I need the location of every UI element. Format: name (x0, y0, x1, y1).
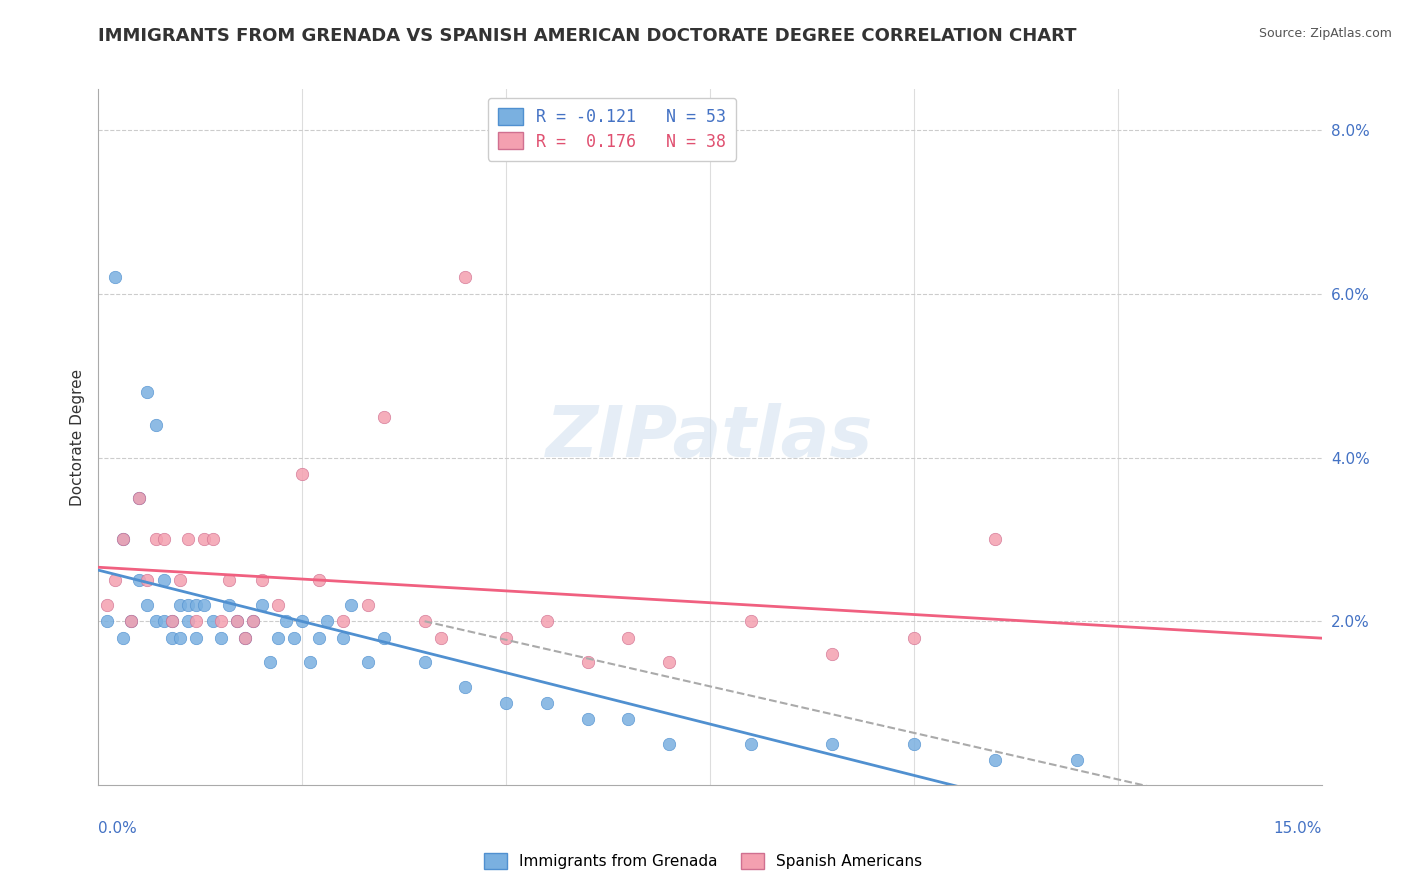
Point (821, 647, 844, 661)
Point (201, 533, 224, 547)
Point (332, 631, 354, 645)
Point (193, 533, 215, 547)
Point (209, 614, 232, 628)
Point (169, 598, 191, 612)
Point (267, 598, 290, 612)
Point (136, 598, 159, 612)
Point (104, 574, 127, 588)
Point (1066, 753, 1088, 767)
Point (128, 574, 150, 588)
Point (454, 680, 477, 694)
Text: 15.0%: 15.0% (1274, 821, 1322, 836)
Point (145, 533, 167, 547)
Point (152, 614, 174, 628)
Point (454, 270, 477, 285)
Point (169, 574, 191, 588)
Point (536, 614, 558, 628)
Point (332, 614, 354, 628)
Point (193, 598, 215, 612)
Point (617, 631, 640, 645)
Point (120, 614, 142, 628)
Point (250, 598, 273, 612)
Point (259, 655, 281, 669)
Point (658, 737, 681, 751)
Point (136, 385, 159, 400)
Point (111, 533, 134, 547)
Point (413, 655, 436, 669)
Point (104, 270, 127, 285)
Point (576, 713, 599, 727)
Text: Source: ZipAtlas.com: Source: ZipAtlas.com (1258, 27, 1392, 40)
Point (373, 631, 395, 645)
Point (186, 631, 208, 645)
Point (984, 753, 1007, 767)
Legend: R = -0.121   N = 53, R =  0.176   N = 38: R = -0.121 N = 53, R = 0.176 N = 38 (488, 97, 737, 161)
Point (152, 574, 174, 588)
Y-axis label: Doctorate Degree: Doctorate Degree (69, 368, 84, 506)
Point (308, 574, 330, 588)
Point (299, 655, 322, 669)
Point (356, 655, 378, 669)
Legend: Immigrants from Grenada, Spanish Americans: Immigrants from Grenada, Spanish America… (478, 847, 928, 875)
Point (226, 614, 249, 628)
Point (160, 614, 183, 628)
Point (177, 614, 200, 628)
Point (903, 631, 925, 645)
Text: ZIPatlas: ZIPatlas (547, 402, 873, 472)
Point (242, 614, 264, 628)
Point (152, 533, 174, 547)
Point (495, 696, 517, 710)
Point (430, 631, 453, 645)
Point (136, 574, 159, 588)
Point (177, 533, 200, 547)
Point (576, 655, 599, 669)
Point (242, 614, 264, 628)
Point (186, 614, 208, 628)
Point (536, 696, 558, 710)
Point (111, 533, 134, 547)
Point (291, 467, 314, 481)
Point (96, 614, 118, 628)
Point (96, 598, 118, 612)
Point (740, 614, 762, 628)
Point (120, 614, 142, 628)
Point (111, 631, 134, 645)
Point (740, 737, 762, 751)
Point (209, 631, 232, 645)
Point (340, 598, 363, 612)
Point (356, 598, 378, 612)
Point (617, 713, 640, 727)
Point (145, 614, 167, 628)
Point (169, 631, 191, 645)
Point (233, 631, 256, 645)
Point (226, 614, 249, 628)
Point (160, 614, 183, 628)
Point (495, 631, 517, 645)
Text: 0.0%: 0.0% (98, 821, 138, 836)
Point (308, 631, 330, 645)
Point (984, 533, 1007, 547)
Point (267, 631, 290, 645)
Point (233, 631, 256, 645)
Point (145, 417, 167, 432)
Point (177, 598, 200, 612)
Point (274, 614, 297, 628)
Point (413, 614, 436, 628)
Point (128, 491, 150, 506)
Text: IMMIGRANTS FROM GRENADA VS SPANISH AMERICAN DOCTORATE DEGREE CORRELATION CHART: IMMIGRANTS FROM GRENADA VS SPANISH AMERI… (98, 27, 1077, 45)
Point (658, 655, 681, 669)
Point (821, 737, 844, 751)
Point (201, 614, 224, 628)
Point (291, 614, 314, 628)
Point (315, 614, 337, 628)
Point (218, 574, 240, 588)
Point (250, 574, 273, 588)
Point (218, 598, 240, 612)
Point (283, 631, 305, 645)
Point (186, 598, 208, 612)
Point (903, 737, 925, 751)
Point (373, 409, 395, 424)
Point (128, 491, 150, 506)
Point (160, 631, 183, 645)
